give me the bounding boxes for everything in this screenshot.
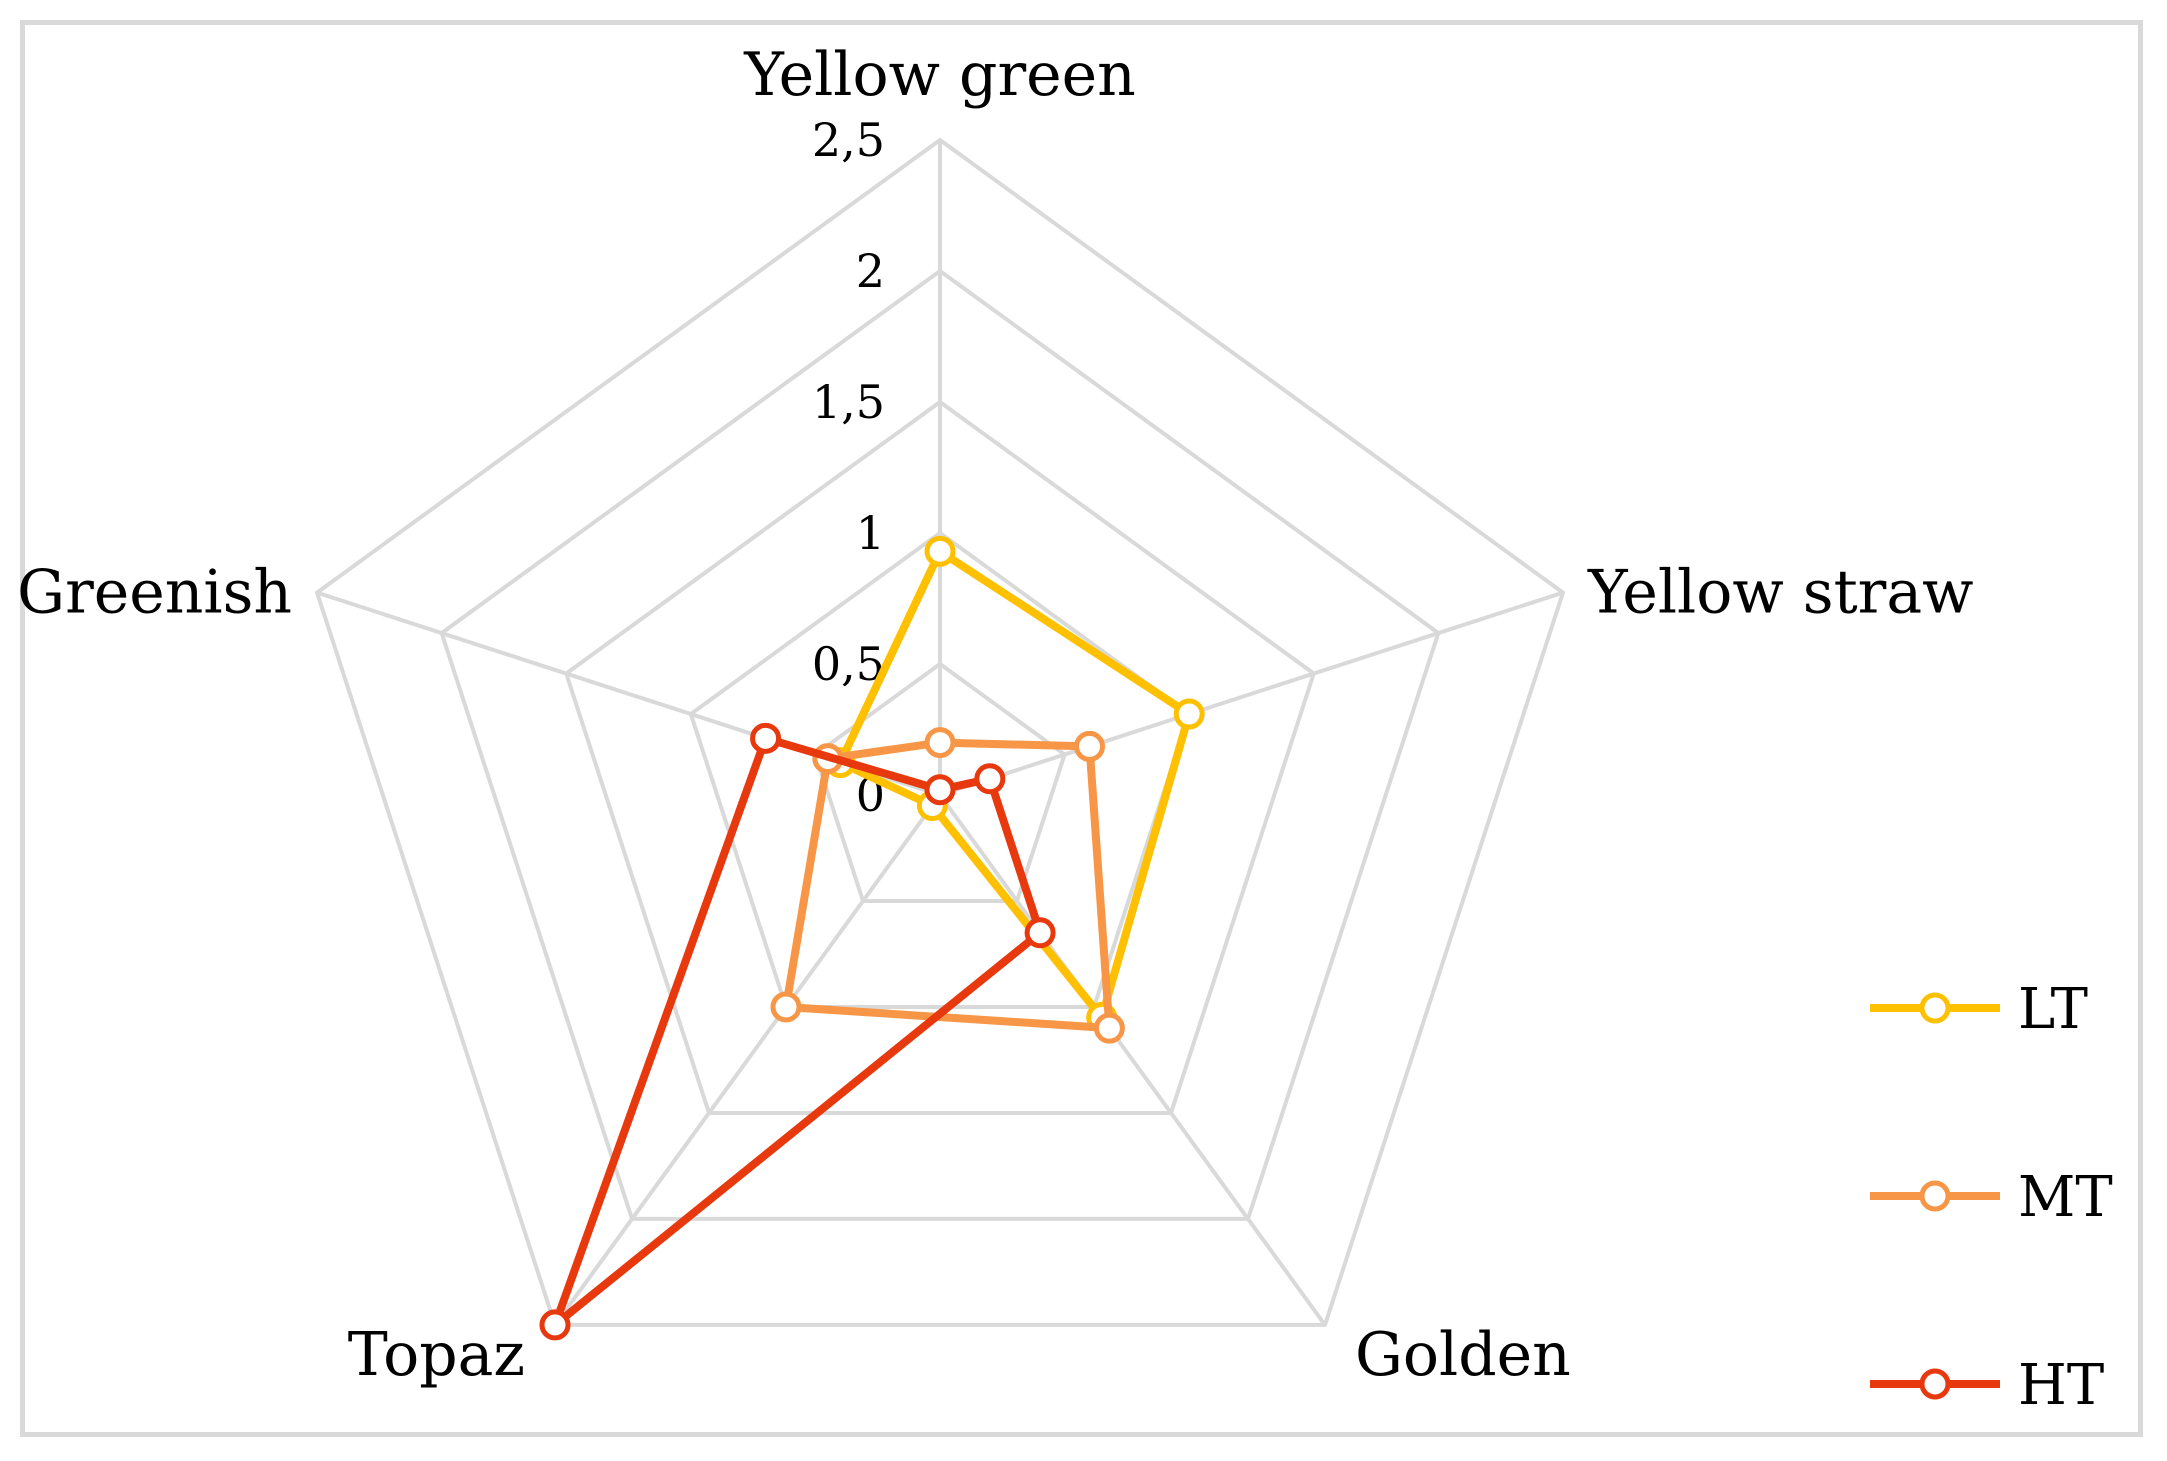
data-point <box>1024 917 1056 949</box>
chart-frame <box>20 20 2143 1437</box>
series-HT <box>539 722 1056 1341</box>
data-point <box>1074 730 1106 762</box>
data-point <box>1093 1012 1125 1044</box>
legend-marker <box>1919 1368 1951 1400</box>
tick-label: 2,5 <box>812 113 885 167</box>
legend-item: LT <box>1870 977 2088 1042</box>
data-point <box>539 1309 571 1341</box>
legend-label: HT <box>2018 1353 2104 1418</box>
legend-item: HT <box>1870 1353 2104 1418</box>
grid-ring-5 <box>314 137 1566 1327</box>
category-label: Golden <box>1355 1320 1571 1390</box>
data-point <box>924 774 956 806</box>
series-line <box>551 734 1045 1329</box>
tick-label: 1 <box>856 506 885 560</box>
grid-ring-1 <box>813 661 1067 903</box>
tick-label: 2 <box>856 244 885 298</box>
data-point <box>924 535 956 567</box>
legend-label: MT <box>2018 1165 2113 1230</box>
radial-tick-labels: 00,511,522,5 <box>812 113 885 822</box>
legend: LT MT HT <box>1870 977 2113 1418</box>
series-line <box>836 547 1194 1022</box>
legend-item: MT <box>1870 1165 2113 1230</box>
legend-marker <box>1919 1180 1951 1212</box>
series-line <box>782 738 1114 1033</box>
data-point <box>770 991 802 1023</box>
grid-ring-3 <box>563 399 1317 1115</box>
grid-spoke-1 <box>939 590 1564 797</box>
tick-label: 1,5 <box>812 375 885 429</box>
data-point <box>1173 698 1205 730</box>
tick-label: 0,5 <box>812 637 885 691</box>
category-label: Topaz <box>348 1320 525 1390</box>
legend-marker <box>1919 992 1951 1024</box>
data-point <box>924 727 956 759</box>
category-labels: Yellow green Yellow straw Golden Topaz Green… <box>17 40 1973 1390</box>
data-point <box>974 763 1006 795</box>
grid-spoke-3 <box>553 793 942 1327</box>
series-MT <box>770 727 1125 1044</box>
legend-label: LT <box>2018 977 2088 1042</box>
grid-ring-4 <box>439 268 1441 1221</box>
grid-spoke-2 <box>938 793 1327 1327</box>
category-label: Yellow green <box>743 40 1136 110</box>
data-point <box>750 722 782 754</box>
category-label: Yellow straw <box>1587 558 1974 628</box>
series-plot <box>539 535 1205 1341</box>
category-label: Greenish <box>17 558 292 628</box>
